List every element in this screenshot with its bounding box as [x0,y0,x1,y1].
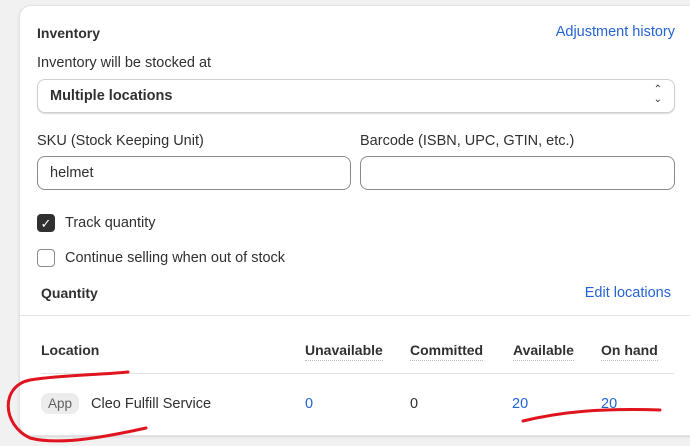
edit-locations-link[interactable]: Edit locations [584,285,671,301]
column-header-unavailable: Unavailable [305,342,383,361]
sku-input[interactable]: helmet [37,156,351,190]
continue-selling-checkbox[interactable] [37,249,55,267]
column-header-available: Available [513,342,574,361]
chevron-up-down-icon: ⌃ ⌄ [653,84,662,105]
column-header-location: Location [41,342,100,358]
adjustment-history-link[interactable]: Adjustment history [555,24,675,40]
column-header-committed: Committed [410,342,484,361]
inventory-title: Inventory [37,25,101,41]
stocked-at-label: Inventory will be stocked at [37,55,212,71]
committed-value: 0 [410,396,419,412]
stocked-at-value: Multiple locations [50,88,173,104]
inventory-card [19,5,690,436]
app-badge: App [41,393,80,414]
quantity-title: Quantity [41,285,98,301]
unavailable-value[interactable]: 0 [305,396,314,412]
row-divider [41,373,674,374]
divider [20,315,690,316]
track-quantity-label: Track quantity [65,215,156,231]
location-name: Cleo Fulfill Service [91,396,212,412]
sku-label: SKU (Stock Keeping Unit) [37,133,204,149]
stocked-at-select[interactable]: Multiple locations ⌃ ⌄ [37,79,675,113]
continue-selling-label: Continue selling when out of stock [65,250,286,266]
barcode-input[interactable] [360,156,675,190]
on-hand-value[interactable]: 20 [601,396,618,412]
track-quantity-checkbox[interactable]: ✓ [37,214,55,232]
available-value[interactable]: 20 [512,396,529,412]
barcode-label: Barcode (ISBN, UPC, GTIN, etc.) [360,133,575,149]
column-header-on-hand: On hand [601,342,658,361]
